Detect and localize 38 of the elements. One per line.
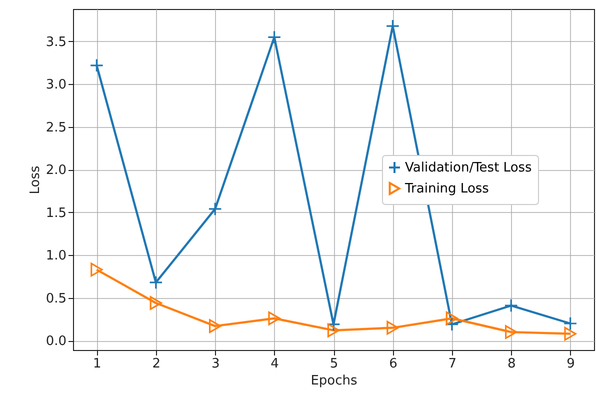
- point: [326, 317, 340, 332]
- point: [208, 202, 222, 216]
- point: [564, 326, 576, 341]
- point: [446, 311, 458, 326]
- y-tick-label: 3.5: [46, 34, 66, 50]
- x-tick-label: 3: [211, 356, 220, 372]
- point: [268, 311, 280, 326]
- y-tick-label: 2.0: [46, 163, 66, 178]
- x-tick-label: 6: [389, 356, 398, 372]
- point: [90, 262, 103, 277]
- x-tick-label: 5: [330, 356, 338, 372]
- point: [267, 30, 282, 44]
- x-axis-title: Epochs: [310, 374, 358, 388]
- point: [208, 319, 222, 333]
- y-tick-label: 3.0: [46, 78, 66, 93]
- point: [150, 296, 162, 310]
- y-axis-title: Loss: [28, 166, 43, 194]
- point: [386, 19, 400, 34]
- y-tick-label: 2.5: [46, 120, 66, 136]
- point: [504, 298, 518, 312]
- x-tick-label: 7: [448, 356, 457, 372]
- x-tick-label: 8: [507, 356, 516, 372]
- point: [563, 316, 578, 330]
- point: [386, 320, 399, 335]
- x-tick-label: 2: [152, 356, 161, 372]
- y-tick-label: 0.5: [46, 291, 66, 306]
- point: [327, 323, 340, 338]
- y-tick-label: 0.0: [46, 334, 66, 350]
- y-tick-label: 1.0: [46, 248, 66, 264]
- point: [90, 58, 104, 72]
- x-tick-label: 9: [566, 356, 575, 372]
- point: [505, 325, 518, 339]
- legend-label: Training Loss: [404, 182, 490, 196]
- y-tick-label: 1.5: [46, 206, 66, 221]
- x-tick-label: 1: [93, 356, 102, 372]
- point: [148, 276, 163, 290]
- x-tick-label: 4: [270, 356, 279, 372]
- legend-label: Validation/Test Loss: [405, 160, 532, 176]
